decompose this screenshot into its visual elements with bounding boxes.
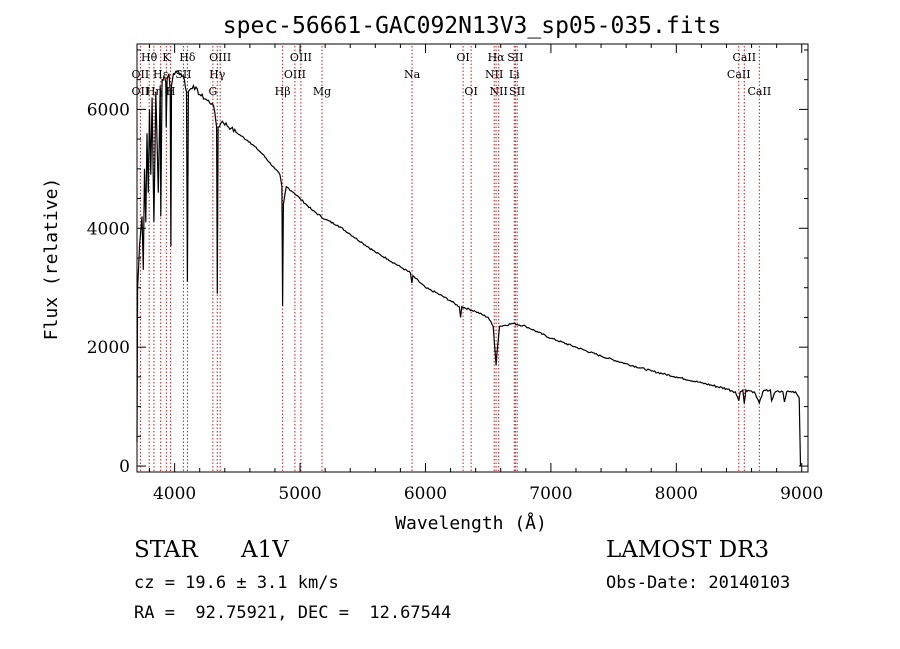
chart-title: spec-56661-GAC092N13V3_sp05-035.fits xyxy=(223,13,722,39)
line-marker-label: CaII xyxy=(727,68,751,81)
y-axis-label: Flux (relative) xyxy=(41,178,62,341)
line-marker-label: SII xyxy=(175,68,191,81)
line-marker-label: Mg xyxy=(313,85,331,98)
line-marker-label: SII xyxy=(507,51,523,64)
line-marker-label: Hη xyxy=(146,85,162,98)
line-marker-label: OII xyxy=(132,68,150,81)
y-axis: 0 2000 4000 6000 xyxy=(87,49,808,477)
line-marker-label: G xyxy=(208,85,217,98)
line-marker-label: Li xyxy=(509,68,520,81)
line-marker-label: SII xyxy=(509,85,525,98)
line-marker-label: OIII xyxy=(284,68,306,81)
line-marker-label: Hβ xyxy=(275,85,291,98)
x-tick-label: 7000 xyxy=(529,484,572,504)
y-tick-label: 4000 xyxy=(87,219,130,239)
x-tick-label: 4000 xyxy=(153,484,196,504)
line-marker-label: Hε xyxy=(153,68,169,81)
x-axis: 4000 5000 6000 7000 8000 9000 xyxy=(149,44,823,504)
line-marker-label: OIII xyxy=(209,51,231,64)
line-marker-label: Hδ xyxy=(179,51,196,64)
line-marker-label: NII xyxy=(485,68,503,81)
line-marker-label: Hγ xyxy=(209,68,226,81)
y-tick-label: 2000 xyxy=(87,338,130,358)
line-marker-label: OI xyxy=(464,85,477,98)
redshift-velocity: cz = 19.6 ± 3.1 km/s xyxy=(134,573,339,593)
plot-frame xyxy=(136,43,809,473)
y-tick-label: 0 xyxy=(119,457,130,477)
x-tick-label: 8000 xyxy=(655,484,698,504)
line-marker-label: CaII xyxy=(732,51,756,64)
survey-name: LAMOST DR3 xyxy=(606,537,770,563)
line-marker-label: K xyxy=(162,51,171,64)
line-marker-label: OI xyxy=(456,51,469,64)
x-axis-label: Wavelength (Å) xyxy=(395,512,547,534)
x-tick-label: 5000 xyxy=(278,484,321,504)
line-marker-label: OIII xyxy=(290,51,312,64)
emission-line-markers xyxy=(139,46,760,472)
line-marker-label: Na xyxy=(404,68,421,81)
spectrum-line xyxy=(136,70,802,467)
line-marker-label: Hθ xyxy=(141,51,158,64)
observation-date: Obs-Date: 20140103 xyxy=(606,573,791,593)
spectral-subclass: A1V xyxy=(241,537,289,563)
object-class: STAR xyxy=(134,537,198,563)
x-tick-label: 9000 xyxy=(780,484,823,504)
line-marker-label: NII xyxy=(490,85,508,98)
line-marker-label: CaII xyxy=(748,85,772,98)
line-marker-label: OII xyxy=(132,85,150,98)
line-marker-label: Hα xyxy=(488,51,506,64)
x-tick-label: 6000 xyxy=(404,484,447,504)
y-tick-label: 6000 xyxy=(87,100,130,120)
coordinates: RA = 92.75921, DEC = 12.67544 xyxy=(134,603,452,623)
